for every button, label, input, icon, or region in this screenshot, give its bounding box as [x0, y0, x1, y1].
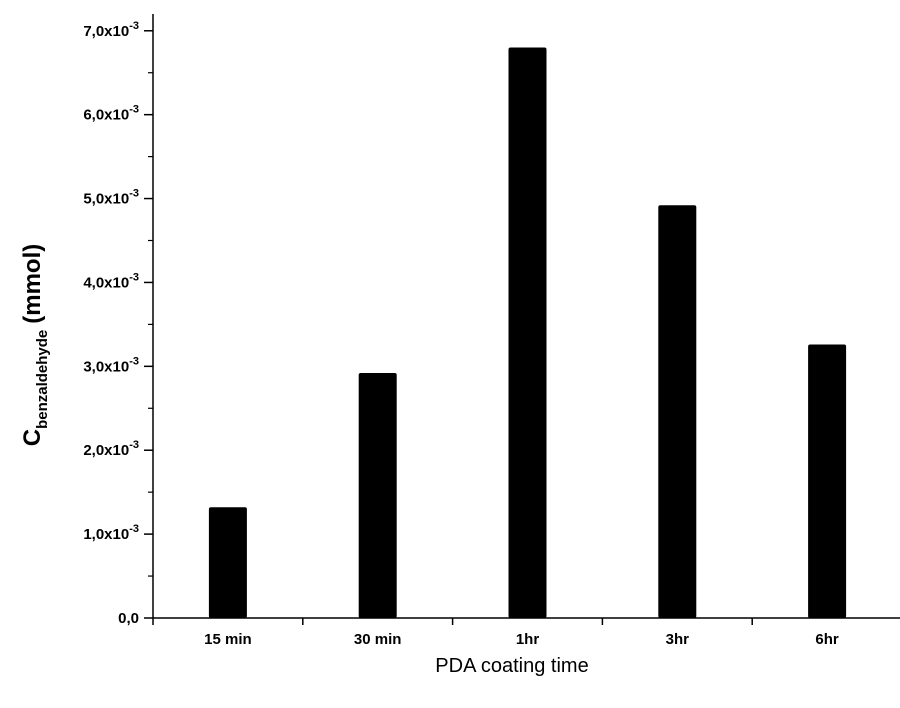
y-tick-label-exponent: -3 [129, 188, 139, 200]
y-tick-label: 7,0x10-3 [83, 20, 139, 40]
bar-3hr [658, 205, 697, 618]
y-tick-label-mantissa: 5,0x10 [83, 191, 129, 208]
y-tick-label-mantissa: 4,0x10 [83, 274, 129, 291]
y-axis-title-main: C [19, 429, 46, 446]
y-tick-label-exponent: -3 [129, 439, 139, 451]
plot-area [208, 47, 847, 619]
y-tick-label-exponent: -3 [129, 355, 139, 367]
y-tick-label: 6,0x10-3 [83, 104, 139, 124]
bar-30-min [358, 373, 397, 618]
y-tick-label: 4,0x10-3 [83, 271, 139, 291]
y-tick-label-mantissa: 6,0x10 [83, 107, 129, 124]
y-tick-label-exponent: -3 [129, 20, 139, 32]
y-tick-label-mantissa: 3,0x10 [83, 358, 129, 375]
y-tick-label-mantissa: 1,0x10 [83, 526, 129, 543]
y-axis-title-subscript: benzaldehyde [34, 330, 51, 429]
x-tick-label: 3hr [666, 631, 690, 648]
y-tick-label-exponent: -3 [129, 523, 139, 535]
y-axis-title: Cbenzaldehyde (mmol) [19, 244, 51, 447]
y-axis: 0,01,0x10-32,0x10-33,0x10-34,0x10-35,0x1… [83, 14, 154, 627]
bar-6hr [808, 344, 847, 618]
x-tick-label: 6hr [815, 631, 839, 648]
x-tick-label: 15 min [204, 631, 252, 648]
x-tick-label: 30 min [354, 631, 402, 648]
y-tick-label: 5,0x10-3 [83, 188, 139, 208]
x-axis-title: PDA coating time [435, 655, 588, 677]
bar-1hr [508, 47, 547, 619]
x-tick-label: 1hr [516, 631, 540, 648]
y-tick-label: 0,0 [118, 610, 139, 627]
y-axis-title-unit: (mmol) [19, 244, 46, 324]
y-tick-label-exponent: -3 [129, 271, 139, 283]
y-tick-label-mantissa: 0,0 [118, 610, 139, 627]
y-tick-label-exponent: -3 [129, 104, 139, 116]
x-axis: 15 min 30 min 1hr 3hr 6hr [152, 617, 900, 648]
bar-15-min [208, 507, 247, 618]
y-tick-label-mantissa: 2,0x10 [83, 442, 129, 459]
y-tick-label-mantissa: 7,0x10 [83, 23, 129, 40]
y-tick-label: 3,0x10-3 [83, 355, 139, 375]
y-tick-label: 1,0x10-3 [83, 523, 139, 543]
y-tick-label: 2,0x10-3 [83, 439, 139, 459]
